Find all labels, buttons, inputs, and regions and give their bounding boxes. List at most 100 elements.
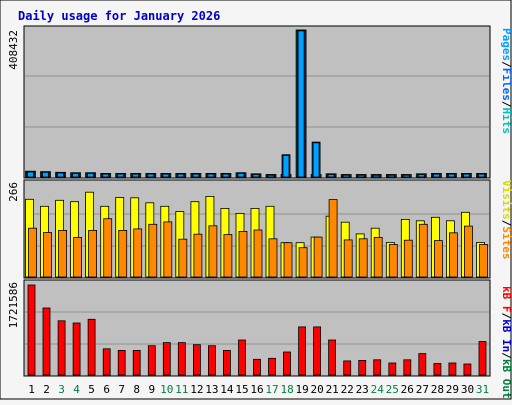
legend-entry: Pages bbox=[500, 28, 512, 61]
bar-pages bbox=[478, 173, 485, 178]
legend-entry: / bbox=[500, 61, 512, 68]
bar-sites bbox=[238, 230, 248, 278]
bar-sites bbox=[479, 244, 488, 278]
panel-top bbox=[23, 25, 491, 179]
x-tick-label: 27 bbox=[416, 383, 429, 396]
chart-title: Daily usage for January 2026 bbox=[18, 9, 220, 23]
x-tick-label: 31 bbox=[476, 383, 489, 396]
x-tick-label: 1 bbox=[28, 383, 35, 396]
x-tick-label: 3 bbox=[58, 383, 65, 396]
y-axis-max-middle: 266 bbox=[7, 182, 20, 202]
x-tick-label: 13 bbox=[205, 383, 218, 396]
bar-kb bbox=[27, 284, 36, 376]
bar-pages bbox=[387, 174, 395, 178]
legend-entry: Hits bbox=[500, 108, 512, 135]
bar-kb bbox=[207, 345, 216, 376]
bar-pages bbox=[462, 173, 470, 178]
bar-kb bbox=[313, 326, 322, 376]
bar-pages bbox=[87, 172, 94, 178]
bar-pages bbox=[177, 173, 185, 178]
bar-kb bbox=[253, 358, 261, 376]
legend-entry: / bbox=[500, 352, 512, 359]
x-tick-label: 21 bbox=[326, 383, 339, 396]
x-tick-label: 24 bbox=[371, 383, 385, 396]
bar-sites bbox=[58, 229, 67, 278]
bar-pages bbox=[357, 174, 365, 178]
legend-entry: kB In bbox=[500, 319, 512, 352]
bar-kb bbox=[117, 349, 126, 376]
bar-pages bbox=[27, 171, 34, 178]
bar-pages bbox=[327, 174, 335, 178]
bar-sites bbox=[418, 223, 428, 278]
bar-sites bbox=[73, 236, 82, 278]
bar-kb bbox=[177, 342, 186, 376]
bar-kb bbox=[328, 339, 337, 376]
x-tick-label: 8 bbox=[133, 383, 140, 396]
bar-kb bbox=[72, 322, 81, 376]
bar-pages bbox=[267, 174, 275, 178]
bar-kb bbox=[418, 353, 427, 376]
bar-pages bbox=[72, 172, 79, 178]
bar-sites bbox=[283, 242, 293, 278]
bar-kb bbox=[268, 357, 276, 376]
x-tick-label: 16 bbox=[250, 383, 263, 396]
legend-entry: Visits bbox=[500, 180, 512, 220]
bar-sites bbox=[43, 232, 52, 278]
bar-pages bbox=[162, 173, 170, 178]
bar-sites bbox=[193, 233, 203, 278]
bar-kb bbox=[373, 359, 382, 376]
bar-pages bbox=[342, 174, 350, 178]
bar-pages bbox=[447, 173, 455, 178]
chart-marks: 1 2 3 4 5 6 7 8 9 10 11 12 13 14 15 16 17 18 19 20 21 22 23 24 2… bbox=[25, 29, 489, 396]
bar-sites bbox=[313, 236, 323, 278]
legend-entry: / bbox=[500, 101, 512, 108]
bar-kb bbox=[298, 326, 307, 376]
bar-pages bbox=[207, 173, 215, 178]
bar-kb bbox=[162, 342, 171, 376]
bar-pages bbox=[102, 173, 110, 178]
legend-top: Pages/Files/Hits bbox=[500, 28, 512, 134]
bar-sites bbox=[403, 239, 413, 278]
bar-kb bbox=[238, 339, 246, 376]
x-tick-label: 20 bbox=[310, 383, 323, 396]
bar-pages bbox=[222, 173, 230, 178]
bar-pages bbox=[402, 174, 410, 178]
x-tick-label: 14 bbox=[220, 383, 234, 396]
legend-entry: kB F bbox=[500, 286, 512, 313]
legend-entry: Files bbox=[500, 68, 512, 101]
bar-kb bbox=[102, 348, 111, 376]
x-tick-label: 17 bbox=[265, 383, 278, 396]
bar-sites bbox=[358, 238, 368, 278]
legend-entry: kB Out bbox=[500, 359, 512, 399]
bar-kb bbox=[222, 349, 231, 376]
x-tick-label: 2 bbox=[43, 383, 50, 396]
x-tick-label: 19 bbox=[295, 383, 308, 396]
bar-kb bbox=[57, 320, 66, 376]
bar-pages bbox=[312, 142, 320, 178]
y-axis-max-top: 408432 bbox=[7, 30, 20, 70]
bar-sites bbox=[208, 225, 218, 278]
legend-middle: Visits/Sites bbox=[500, 180, 512, 260]
bar-kb bbox=[147, 345, 156, 376]
bar-sites bbox=[28, 227, 37, 278]
bar-kb bbox=[478, 341, 487, 376]
bar-sites bbox=[253, 229, 263, 278]
bar-sites bbox=[268, 238, 278, 278]
bar-sites bbox=[448, 232, 458, 278]
legend-entry: / bbox=[500, 220, 512, 227]
bar-kb bbox=[388, 362, 397, 376]
x-tick-label: 5 bbox=[88, 383, 95, 396]
bar-pages bbox=[372, 174, 380, 178]
bar-sites bbox=[133, 228, 143, 278]
bar-pages bbox=[117, 173, 125, 178]
bar-kb bbox=[343, 360, 352, 376]
bar-pages bbox=[432, 173, 440, 178]
bar-pages bbox=[252, 174, 260, 178]
bar-pages bbox=[192, 173, 200, 178]
x-tick-label: 23 bbox=[356, 383, 369, 396]
bar-sites bbox=[298, 247, 308, 278]
bar-sites bbox=[388, 244, 398, 278]
bar-kb bbox=[132, 349, 141, 376]
